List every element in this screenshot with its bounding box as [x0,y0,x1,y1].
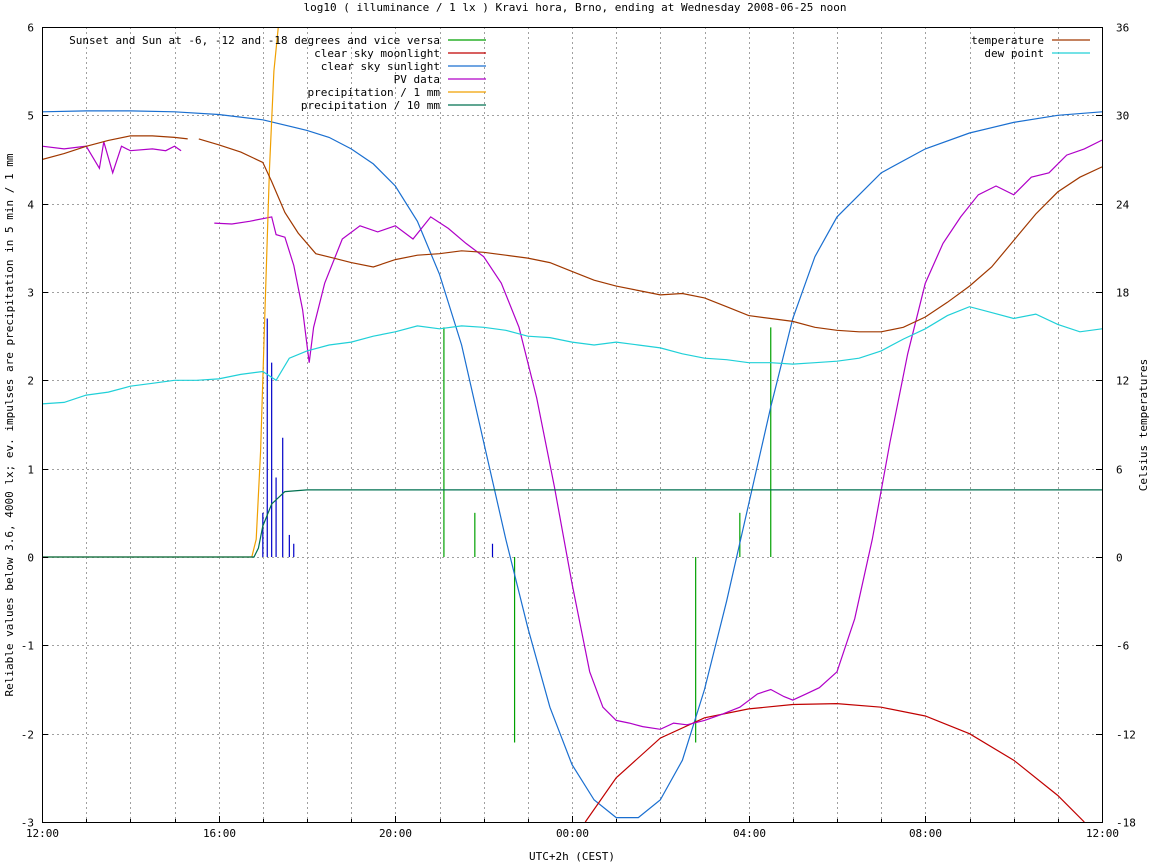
legend-label: clear sky moonlight [314,47,440,60]
legend-label: precipitation / 1 mm [308,86,441,99]
legend-left: Sunset and Sun at -6, -12 and -18 degree… [69,34,486,112]
y-tick-label: 3 [27,287,34,300]
y-tick-label: 0 [27,552,34,565]
y2-tick-label: 36 [1116,22,1129,35]
y-tick-label: 2 [27,375,34,388]
y2-tick-label: -18 [1116,817,1136,830]
x-tick-label: 08:00 [909,827,942,840]
y-tick-label: -3 [21,817,34,830]
series-line-temperature [42,135,1102,333]
chart-title: log10 ( illuminance / 1 lx ) Kravi hora,… [303,1,846,14]
y2-tick-label: 24 [1116,199,1130,212]
x-tick-label: 16:00 [203,827,236,840]
grid-lines [42,27,1102,822]
y-tick-label: 1 [27,464,34,477]
plot-area [42,27,1102,822]
legend-label: temperature [971,34,1044,47]
y2-tick-label: 30 [1116,110,1129,123]
series-line-pv-data [42,139,1102,730]
y2-axis-label: Celsius temperatures [1137,359,1150,491]
y2-ticks: -18 -12 -6 0 6 12 18 24 30 36 [1096,22,1136,830]
series-line-clear-sky-sunlight [42,110,1102,819]
legend-label: Sunset and Sun at -6, -12 and -18 degree… [69,34,440,47]
y2-tick-label: -12 [1116,729,1136,742]
series-line-precipitation-10-mm [42,489,1102,558]
y-tick-label: -2 [21,729,34,742]
y-tick-label: 4 [27,199,34,212]
series-layer [42,27,1102,822]
y-tick-label: 6 [27,22,34,35]
y-axis-label: Reliable values below 3.6, 4000 lx; ev. … [3,153,16,696]
x-tick-label: 12:00 [26,827,59,840]
series-line-dew-point [42,306,1102,405]
series-line-precipitation-1-mm [42,27,279,558]
y2-tick-label: 0 [1116,552,1123,565]
x-ticks: 12:00 16:00 20:00 00:00 04:00 08:00 12:00 [26,816,1119,840]
legend-label: precipitation / 10 mm [301,99,440,112]
y2-tick-label: 18 [1116,287,1129,300]
x-tick-label: 04:00 [733,827,766,840]
y2-tick-label: -6 [1116,640,1129,653]
x-axis-label: UTC+2h (CEST) [529,850,615,863]
series-line-clear-sky-moonlight [584,702,1085,822]
legend-label: dew point [984,47,1044,60]
x-tick-label: 20:00 [379,827,412,840]
y-tick-label: -1 [21,640,34,653]
y-ticks: -3 -2 -1 0 1 2 3 4 5 6 [21,22,48,830]
y2-tick-label: 6 [1116,464,1123,477]
x-tick-label: 00:00 [556,827,589,840]
x-tick-label: 12:00 [1086,827,1119,840]
y2-tick-label: 12 [1116,375,1129,388]
y-tick-label: 5 [27,110,34,123]
legend-label: PV data [394,73,440,86]
legend-label: clear sky sunlight [321,60,440,73]
plot-frame [42,27,1103,823]
